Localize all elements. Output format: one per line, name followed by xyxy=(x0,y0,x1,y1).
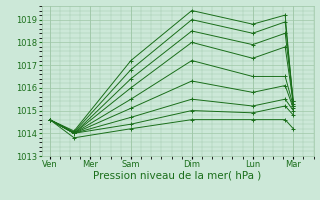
X-axis label: Pression niveau de la mer( hPa ): Pression niveau de la mer( hPa ) xyxy=(93,171,262,181)
